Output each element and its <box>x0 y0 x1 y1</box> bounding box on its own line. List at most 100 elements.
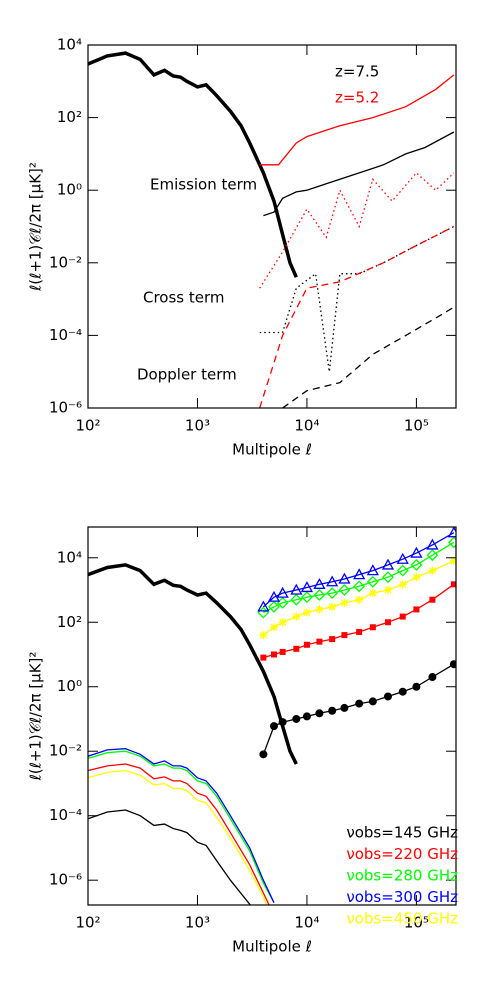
marker <box>340 598 349 607</box>
marker <box>355 595 364 604</box>
marker <box>338 584 351 596</box>
marker <box>328 602 337 611</box>
marker <box>382 571 394 584</box>
marker <box>315 709 324 718</box>
legend-label: z=5.2 <box>335 89 379 107</box>
marker <box>412 682 421 691</box>
marker <box>356 628 363 635</box>
y-tick-label: 10⁻⁴ <box>49 806 82 824</box>
legend-label: νobs=280 GHz <box>346 867 458 885</box>
marker <box>381 558 395 570</box>
y-tick-label: 10⁴ <box>57 36 82 54</box>
marker <box>328 706 337 715</box>
marker <box>426 549 439 562</box>
y-tick-label: 10⁻⁶ <box>49 871 82 889</box>
marker <box>269 722 278 731</box>
marker <box>340 703 349 712</box>
marker <box>383 692 392 701</box>
marker <box>313 589 326 601</box>
annotation: Cross term <box>143 289 225 307</box>
marker <box>368 697 377 706</box>
marker <box>449 660 456 669</box>
y-tick-label: 10⁴ <box>57 548 82 566</box>
marker <box>396 564 409 577</box>
marker <box>301 591 313 604</box>
plot-frame <box>87 44 457 409</box>
series-line <box>259 225 455 372</box>
x-axis-label: Multipole ℓ <box>232 441 312 459</box>
marker <box>270 651 277 658</box>
marker <box>396 552 409 564</box>
marker <box>428 566 437 575</box>
marker <box>257 600 270 612</box>
plot-area <box>88 527 456 905</box>
cmb-line <box>88 563 298 765</box>
marker <box>399 613 406 620</box>
series-line <box>259 171 455 289</box>
x-tick-label: 10⁵ <box>404 914 429 932</box>
marker <box>316 638 323 645</box>
marker <box>302 712 311 721</box>
y-tick-label: 10² <box>57 108 82 126</box>
x-tick-label: 10⁵ <box>404 417 429 435</box>
marker <box>353 580 366 593</box>
marker <box>292 714 301 723</box>
marker <box>450 581 456 588</box>
legend-label: νobs=220 GHz <box>346 845 458 863</box>
marker <box>267 590 281 602</box>
y-tick-label: 10⁰ <box>57 181 82 199</box>
marker <box>449 556 456 565</box>
series-line <box>263 583 455 659</box>
marker <box>278 718 287 727</box>
marker <box>410 546 423 558</box>
x-axis-label: Multipole ℓ <box>232 938 312 956</box>
marker <box>383 586 392 595</box>
plot-area <box>88 51 455 408</box>
low-l-line <box>88 748 275 903</box>
series-line <box>282 306 455 408</box>
legend-label: νobs=300 GHz <box>346 888 458 906</box>
marker <box>292 612 301 621</box>
marker <box>413 606 420 613</box>
legend-label: z=7.5 <box>335 63 379 81</box>
y-tick-label: 10⁻⁶ <box>49 399 82 417</box>
marker <box>315 605 324 614</box>
series-line <box>263 131 455 217</box>
marker <box>268 600 280 613</box>
marker <box>326 575 339 587</box>
low-l-line <box>88 769 268 905</box>
marker <box>259 750 268 759</box>
y-axis-label: ℓ(ℓ+1)𝒞ℓ/2π [μK]² <box>27 652 45 782</box>
y-tick-label: 10⁻⁴ <box>49 326 82 344</box>
marker <box>260 654 267 661</box>
x-tick-label: 10² <box>75 914 100 932</box>
marker <box>368 589 377 598</box>
y-tick-label: 10⁰ <box>57 677 82 695</box>
y-tick-label: 10⁻² <box>49 742 82 760</box>
marker <box>290 583 303 595</box>
y-tick-label: 10⁻² <box>49 253 82 271</box>
marker <box>303 641 310 648</box>
marker <box>384 619 391 626</box>
marker <box>278 618 287 627</box>
marker <box>290 593 303 606</box>
annotation: Emission term <box>150 176 257 194</box>
x-tick-label: 10³ <box>185 914 210 932</box>
x-tick-label: 10² <box>75 417 100 435</box>
marker <box>293 645 300 652</box>
x-tick-label: 10⁴ <box>294 417 319 435</box>
x-tick-label: 10⁴ <box>294 914 319 932</box>
marker <box>276 586 289 598</box>
marker <box>259 631 268 640</box>
marker <box>426 538 439 550</box>
marker <box>398 687 407 696</box>
y-tick-label: 10² <box>57 613 82 631</box>
marker <box>355 699 364 708</box>
legend-label: νobs=450 GHz <box>346 910 458 928</box>
marker <box>447 536 456 549</box>
marker <box>313 577 326 589</box>
marker <box>410 559 423 571</box>
low-l-line <box>88 763 270 905</box>
